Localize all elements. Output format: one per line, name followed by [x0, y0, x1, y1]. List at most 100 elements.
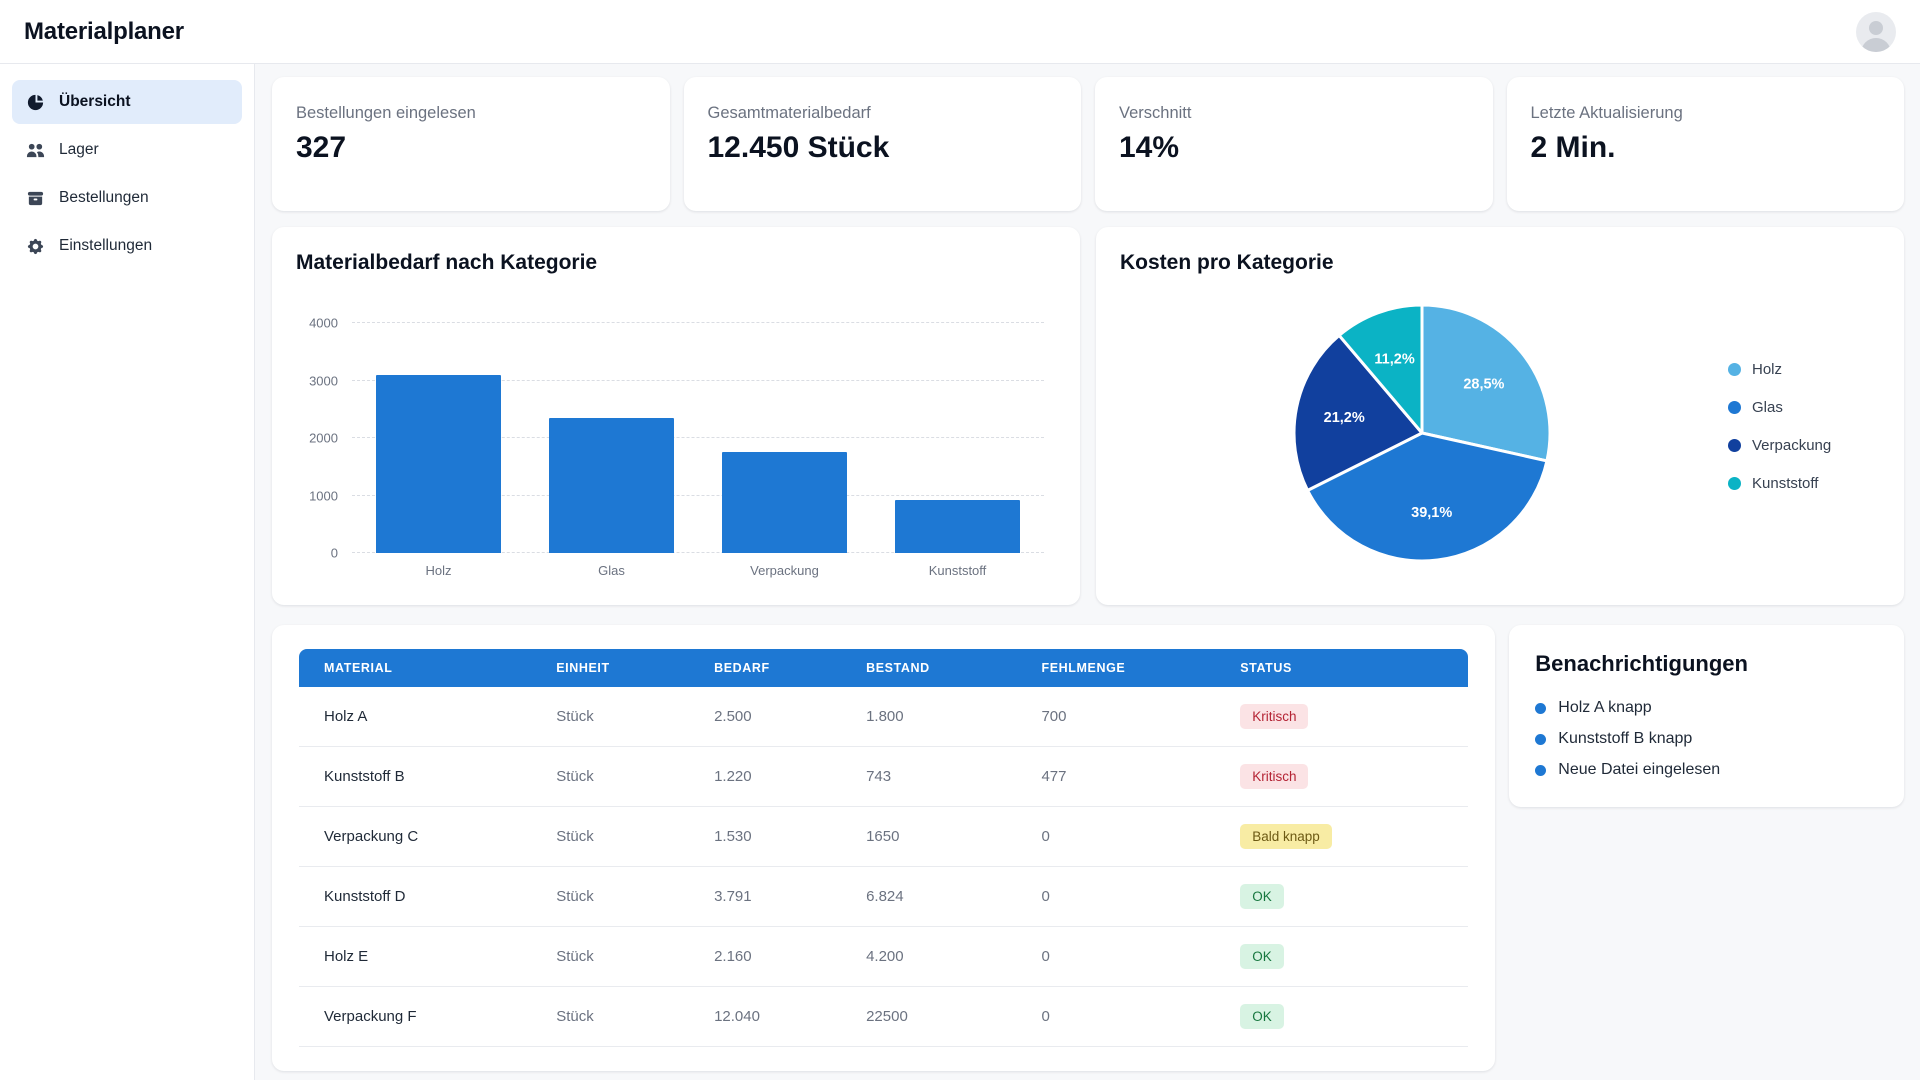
- pie-slice-label: 21,2%: [1324, 410, 1365, 426]
- stat-value: 327: [296, 131, 347, 164]
- y-tick-label: 0: [330, 545, 338, 561]
- notification-item: Kunststoff B knapp: [1535, 730, 1878, 748]
- cell-fehlmenge: 0: [1041, 866, 1241, 927]
- cell-material: Verpackung C: [299, 806, 557, 867]
- notification-text: Kunststoff B knapp: [1558, 730, 1693, 747]
- sidebar-item-einstellungen[interactable]: Einstellungen: [12, 224, 242, 268]
- status-badge: OK: [1240, 884, 1284, 909]
- bullet-dot-icon: [1535, 764, 1547, 776]
- cell-fehlmenge: 700: [1041, 687, 1241, 747]
- topbar: Materialplaner: [0, 0, 1920, 64]
- main-content: Bestellungen eingelesen 327 Gesamtmateri…: [255, 64, 1920, 1080]
- bar-chart-card: Materialbedarf nach Kategorie 0 1000 2000 3…: [272, 227, 1080, 605]
- gridline: 3000: [309, 373, 1044, 388]
- notifications-card: Benachrichtigungen Holz A knapp Kunststo…: [1509, 625, 1904, 807]
- table-row: Holz A Stück 2.500 1.800 700 Kritisch: [299, 687, 1469, 747]
- stat-label: Bestellungen eingelesen: [296, 104, 476, 122]
- bottom-row: Material Einheit Bedarf Bestand Fehlmeng…: [272, 625, 1904, 1071]
- table-row: Holz E Stück 2.160 4.200 0 OK: [299, 926, 1469, 987]
- sidebar-item-label: Übersicht: [59, 93, 131, 110]
- bar-chart: 0 1000 2000 3000 4000 Holz Glas Verpackung K…: [309, 316, 1044, 578]
- pie-slice-label: 28,5%: [1463, 376, 1504, 392]
- bars: [352, 323, 1044, 553]
- user-avatar[interactable]: [1856, 11, 1896, 52]
- cell-einheit: Stück: [556, 866, 715, 927]
- stat-value: 2 Min.: [1530, 131, 1616, 164]
- sidebar-item-lager[interactable]: Lager: [12, 128, 242, 172]
- table-row: Kunststoff B Stück 1.220 743 477 Kritisc…: [299, 746, 1469, 807]
- notification-text: Neue Datei eingelesen: [1558, 761, 1721, 778]
- bullet-dot-icon: [1535, 733, 1547, 745]
- cell-material: Kunststoff B: [299, 746, 557, 807]
- pie-slice-label: 39,1%: [1411, 505, 1452, 521]
- sidebar-item-bestellungen[interactable]: Bestellungen: [12, 176, 242, 220]
- legend-item-glas: Glas: [1728, 399, 1831, 416]
- gridline: 1000: [309, 488, 1044, 503]
- sidebar: Übersicht Lager Bestellungen Einstellung…: [0, 64, 255, 1080]
- legend-label: Kunststoff: [1752, 475, 1819, 492]
- table-header: Material Einheit Bedarf Bestand Fehlmeng…: [299, 649, 1469, 687]
- column-header-fehlmenge: Fehlmenge: [1041, 649, 1241, 687]
- cell-einheit: Stück: [556, 687, 715, 747]
- cell-fehlmenge: 0: [1041, 806, 1241, 867]
- legend-dot: [1728, 477, 1741, 490]
- archive-box-icon: [27, 191, 44, 205]
- legend-dot: [1728, 401, 1741, 414]
- table-row: Verpackung F Stück 12.040 22500 0 OK: [299, 986, 1469, 1047]
- users-icon: [26, 143, 45, 157]
- cell-bedarf: 1.220: [714, 746, 867, 807]
- legend-label: Verpackung: [1752, 437, 1832, 454]
- cell-bedarf: 3.791: [714, 866, 867, 927]
- stat-card-gesamtmaterialbedarf: Gesamtmaterialbedarf 12.450 Stück: [683, 77, 1081, 211]
- bar-verpackung: [722, 451, 847, 553]
- bar-kunststoff: [895, 500, 1020, 553]
- legend-label: Glas: [1752, 399, 1783, 416]
- legend-item-kunststoff: Kunststoff: [1728, 475, 1831, 492]
- y-tick-label: 2000: [309, 430, 338, 446]
- bar-holz: [376, 374, 501, 553]
- gridline: 2000: [309, 431, 1044, 446]
- gridline: 0: [331, 546, 1044, 561]
- pie-slice-kunststoff: [1337, 303, 1424, 435]
- bar-plot: 0 1000 2000 3000 4000: [309, 316, 1044, 561]
- stat-card-aktualisierung: Letzte Aktualisierung 2 Min.: [1506, 77, 1904, 211]
- cell-einheit: Stück: [556, 746, 715, 807]
- notification-text: Holz A knapp: [1558, 699, 1652, 716]
- sidebar-item-uebersicht[interactable]: Übersicht: [12, 80, 242, 124]
- pie-slice-glas: [1306, 431, 1549, 563]
- stat-label: Letzte Aktualisierung: [1530, 104, 1683, 122]
- cell-bestand: 743: [866, 746, 1042, 807]
- notifications-title: Benachrichtigungen: [1535, 651, 1748, 676]
- x-tick-label: Glas: [598, 563, 625, 578]
- cell-bedarf: 12.040: [714, 986, 867, 1047]
- sidebar-item-label: Einstellungen: [59, 237, 153, 254]
- material-table-card: Material Einheit Bedarf Bestand Fehlmeng…: [272, 625, 1496, 1071]
- status-badge: OK: [1240, 1004, 1284, 1029]
- y-tick-label: 1000: [309, 488, 338, 503]
- cell-einheit: Stück: [556, 986, 715, 1047]
- pie-slice-verpackung: [1292, 333, 1424, 492]
- status-badge: Kritisch: [1240, 764, 1309, 789]
- status-badge: Bald knapp: [1240, 824, 1332, 849]
- pie-chart-card: Kosten pro Kategorie 28,5% 39,1% 21,2% 11,2…: [1096, 227, 1904, 605]
- cell-bestand: 22500: [866, 986, 1042, 1047]
- column-header-bestand: Bestand: [866, 649, 1042, 687]
- cell-fehlmenge: 477: [1041, 746, 1241, 807]
- x-tick-label: Kunststoff: [928, 563, 987, 578]
- cell-material: Holz A: [299, 687, 557, 747]
- bar-x-axis-labels: Holz Glas Verpackung Kunststoff: [352, 563, 1044, 578]
- sidebar-item-label: Lager: [59, 141, 99, 158]
- stat-label: Gesamtmaterialbedarf: [707, 104, 871, 122]
- material-table: Material Einheit Bedarf Bestand Fehlmeng…: [299, 649, 1469, 1047]
- stat-label: Verschnitt: [1119, 104, 1192, 122]
- legend-item-holz: Holz: [1728, 361, 1831, 378]
- person-icon: [1861, 20, 1891, 52]
- bar-chart-title: Materialbedarf nach Kategorie: [296, 251, 598, 274]
- bullet-dot-icon: [1535, 702, 1547, 714]
- cell-bestand: 4.200: [866, 926, 1042, 987]
- cell-material: Holz E: [299, 926, 557, 987]
- gear-icon: [27, 238, 44, 254]
- column-header-einheit: Einheit: [556, 649, 715, 687]
- legend-item-verpackung: Verpackung: [1728, 437, 1831, 454]
- cell-bestand: 1.800: [866, 687, 1042, 747]
